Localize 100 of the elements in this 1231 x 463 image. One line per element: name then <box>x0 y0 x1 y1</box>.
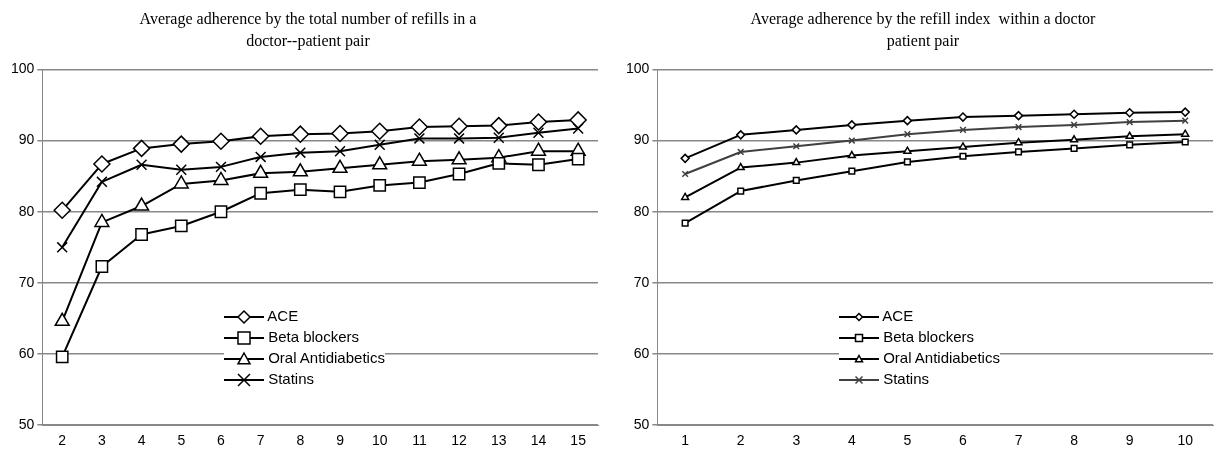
point <box>903 146 912 154</box>
point <box>1070 121 1078 129</box>
chart-title: Average adherence by the refill index within a doctor patient pair <box>749 9 1097 52</box>
point <box>173 175 189 189</box>
point <box>1181 129 1190 137</box>
point <box>450 117 468 136</box>
point <box>172 135 191 153</box>
y-tick-label: 100 <box>626 60 650 77</box>
point <box>737 187 745 195</box>
x-tick-label: 2 <box>58 432 67 449</box>
point <box>213 171 229 186</box>
point <box>1069 135 1079 143</box>
point <box>1180 107 1190 117</box>
point <box>133 197 150 211</box>
x-tick-label: 6 <box>217 432 226 449</box>
point <box>56 241 68 253</box>
point <box>680 153 690 164</box>
point <box>903 158 911 166</box>
point <box>174 219 188 233</box>
point <box>792 176 800 184</box>
point <box>493 132 505 144</box>
point <box>333 185 347 199</box>
x-tick-label: 8 <box>296 432 305 449</box>
point <box>135 228 148 241</box>
point <box>529 113 548 131</box>
x-tick-label: 14 <box>530 432 547 449</box>
legend-label: Statins <box>268 370 315 387</box>
point <box>792 157 801 166</box>
x-tick-label: 11 <box>412 432 427 449</box>
x-tick-label: 9 <box>1125 432 1134 449</box>
x-tick-label: 15 <box>570 432 587 449</box>
legend-label: Oral Antidiabetics <box>883 349 1000 366</box>
x-tick-label: 10 <box>1177 432 1194 449</box>
point <box>175 164 187 176</box>
x-tick-label: 3 <box>97 432 106 449</box>
point <box>492 156 506 170</box>
point <box>215 161 227 173</box>
y-tick-label: 70 <box>633 273 650 290</box>
point <box>1014 123 1023 131</box>
point <box>410 118 429 136</box>
point <box>252 164 269 179</box>
point <box>736 162 745 171</box>
point <box>54 312 70 327</box>
x-tick-label: 6 <box>959 432 968 449</box>
y-tick-label: 80 <box>18 202 35 219</box>
point <box>681 219 689 227</box>
x-tick-label: 4 <box>847 432 856 449</box>
chart-title: Average adherence by the total number of refills in a doctor--patient pair <box>138 9 478 52</box>
point <box>132 139 151 158</box>
point <box>792 142 800 150</box>
point <box>254 186 268 200</box>
point <box>1126 141 1134 149</box>
point <box>412 176 426 189</box>
x-tick-label: 7 <box>256 432 265 449</box>
legend-label: Statins <box>883 370 930 387</box>
point <box>331 124 349 143</box>
x-tick-label: 7 <box>1014 432 1023 449</box>
x-tick-label: 10 <box>371 432 388 449</box>
y-tick-label: 60 <box>18 344 35 361</box>
point <box>94 213 110 228</box>
y-tick-label: 100 <box>11 60 35 77</box>
point <box>490 116 508 135</box>
point <box>571 152 585 166</box>
x-tick-label: 13 <box>490 432 507 449</box>
point <box>294 146 307 159</box>
point <box>847 120 857 130</box>
point <box>411 152 428 166</box>
point <box>251 127 270 146</box>
x-tick-label: 9 <box>336 432 345 449</box>
point <box>413 132 426 145</box>
point <box>958 112 968 122</box>
point <box>334 145 346 157</box>
point <box>453 132 465 145</box>
point <box>1069 109 1079 119</box>
point <box>53 201 71 220</box>
point <box>572 122 584 135</box>
x-tick-label: 5 <box>177 432 186 449</box>
x-tick-label: 5 <box>903 432 912 449</box>
point <box>1014 148 1023 156</box>
point <box>95 260 109 273</box>
point <box>530 142 547 156</box>
point <box>569 111 587 129</box>
point <box>735 130 746 140</box>
point <box>214 205 228 219</box>
y-tick-label: 70 <box>18 273 35 290</box>
point <box>293 183 307 197</box>
y-tick-label: 50 <box>633 416 650 433</box>
legend-label: Beta blockers <box>883 328 975 345</box>
y-tick-label: 60 <box>633 344 650 361</box>
point <box>212 132 230 151</box>
point <box>958 142 968 150</box>
point <box>1013 110 1024 121</box>
legend-label: ACE <box>267 307 299 324</box>
y-tick-label: 80 <box>633 202 650 219</box>
point <box>370 122 389 141</box>
point <box>532 127 545 139</box>
y-tick-label: 50 <box>18 416 35 433</box>
x-tick-label: 2 <box>736 432 745 449</box>
point <box>902 115 913 126</box>
point <box>96 176 108 188</box>
